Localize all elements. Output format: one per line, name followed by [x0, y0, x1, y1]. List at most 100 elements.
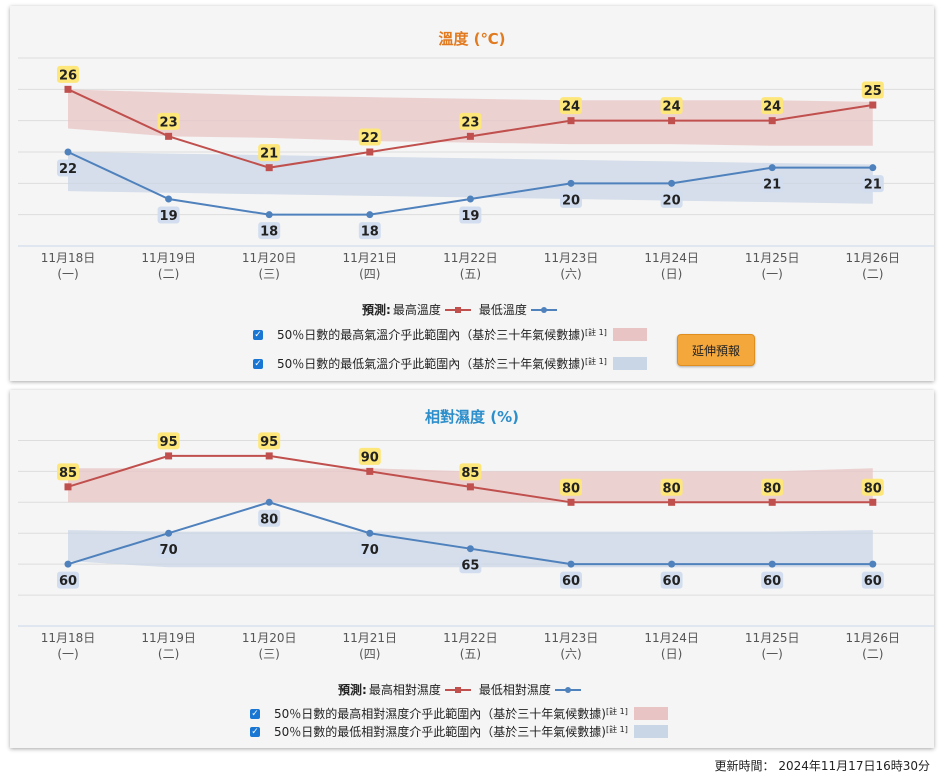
x-tick-label: 11月18日 — [41, 251, 96, 265]
update-time-label: 更新時間： — [714, 759, 775, 773]
min-point — [768, 164, 776, 172]
temperature-chart: 26 23 21 22 23 24 24 24 25 22 19 18 18 19 20 20 21 21 11月1… — [18, 57, 934, 281]
min-point — [466, 545, 474, 553]
data-label-box — [57, 65, 79, 83]
temp-min-band-label: 50％日數的最低氣溫介乎此範圍內（基於三十年氣候數據) — [277, 357, 585, 371]
note-1-link[interactable]: [註 1] — [605, 707, 628, 716]
temp-max-band-toggle[interactable]: ✓ 50％日數的最高氣溫介乎此範圍內（基於三十年氣候數據) [註 1] — [253, 326, 647, 343]
min-data-label: 19 — [160, 209, 178, 224]
max-data-label: 23 — [160, 115, 178, 130]
max-point — [64, 483, 72, 491]
max-point — [165, 132, 173, 140]
x-tick-weekday: (一) — [762, 647, 783, 661]
max-data-label: 95 — [160, 435, 178, 450]
legend-forecast-label: 預測: — [338, 683, 367, 697]
checkbox-checked-icon[interactable]: ✓ — [253, 358, 263, 369]
temp-max-band-swatch — [612, 328, 647, 341]
min-data-label: 21 — [864, 178, 882, 193]
note-1-link[interactable]: [註 1] — [584, 357, 607, 366]
data-label-box — [157, 206, 180, 224]
max-data-label: 85 — [461, 466, 479, 481]
min-data-label: 60 — [864, 574, 882, 589]
checkbox-checked-icon[interactable]: ✓ — [250, 726, 260, 737]
max-data-label: 25 — [864, 84, 882, 99]
extended-forecast-button[interactable]: 延伸預報 — [677, 334, 755, 366]
temp-max-band-label: 50％日數的最高氣溫介乎此範圍內（基於三十年氣候數據) — [277, 328, 585, 342]
checkbox-checked-icon[interactable]: ✓ — [250, 708, 260, 719]
max-point — [668, 117, 676, 125]
max-data-label: 85 — [59, 466, 77, 481]
max-point — [668, 498, 676, 506]
x-tick-label: 11月20日 — [242, 631, 297, 645]
data-label-box — [459, 463, 482, 481]
note-1-link[interactable]: [註 1] — [605, 725, 628, 734]
min-data-label: 22 — [59, 162, 77, 177]
legend-max-marker-icon — [444, 685, 471, 695]
data-label-box — [660, 190, 683, 208]
data-label-box — [660, 478, 683, 496]
hum-min-band-swatch — [633, 725, 668, 738]
data-label-box — [861, 81, 884, 99]
min-point — [869, 164, 877, 172]
max-data-label: 95 — [260, 435, 278, 450]
humidity-legend: 預測: 最高相對濕度 最低相對濕度 — [338, 681, 589, 698]
data-label-box — [358, 540, 381, 558]
min-point — [165, 195, 173, 203]
x-tick-weekday: (六) — [560, 267, 581, 281]
data-label-box — [157, 432, 180, 450]
x-tick-weekday: (四) — [359, 647, 380, 661]
temp-min-band-swatch — [612, 357, 647, 370]
hum-min-band-toggle[interactable]: ✓ 50％日數的最低相對濕度介乎此範圍內（基於三十年氣候數據) [註 1] — [250, 723, 668, 740]
min-point — [165, 529, 173, 537]
x-tick-weekday: (五) — [460, 267, 481, 281]
x-tick-label: 11月22日 — [443, 631, 498, 645]
max-data-label: 22 — [361, 131, 379, 146]
x-tick-label: 11月26日 — [846, 631, 901, 645]
x-tick-label: 11月23日 — [544, 631, 599, 645]
x-tick-weekday: (三) — [259, 267, 280, 281]
max-data-label: 26 — [59, 68, 77, 83]
data-label-box — [761, 571, 784, 589]
data-label-box — [761, 97, 784, 115]
data-label-box — [358, 447, 381, 465]
legend-hum-min-label: 最低相對濕度 — [478, 683, 551, 697]
x-tick-weekday: (一) — [57, 267, 78, 281]
min-data-label: 21 — [763, 178, 781, 193]
hum-max-band-toggle[interactable]: ✓ 50％日數的最高相對濕度介乎此範圍內（基於三十年氣候數據) [註 1] — [250, 705, 668, 722]
update-time-value: 2024年11月17日16時30分 — [778, 759, 930, 773]
max-point — [466, 483, 474, 491]
x-tick-label: 11月21日 — [343, 631, 398, 645]
max-point — [165, 452, 173, 460]
min-data-label: 20 — [562, 193, 580, 208]
x-tick-label: 11月24日 — [644, 251, 699, 265]
data-label-box — [660, 571, 683, 589]
data-label-box — [660, 97, 683, 115]
min-data-label: 19 — [461, 209, 479, 224]
temperature-legend: 預測: 最高溫度 最低溫度 — [362, 301, 565, 318]
data-label-box — [57, 463, 79, 481]
temperature-chart-title: 溫度 (℃) — [438, 30, 506, 48]
min-point — [768, 560, 776, 568]
max-point — [265, 164, 273, 172]
max-data-label: 80 — [562, 481, 580, 496]
hum-max-band-label: 50％日數的最高相對濕度介乎此範圍內（基於三十年氣候數據) — [274, 707, 606, 721]
max-point — [567, 498, 575, 506]
min-point — [64, 560, 72, 568]
max-data-label: 80 — [763, 481, 781, 496]
min-point — [366, 211, 374, 219]
temp-min-band-toggle[interactable]: ✓ 50％日數的最低氣溫介乎此範圍內（基於三十年氣候數據) [註 1] — [253, 355, 647, 372]
min-point — [567, 179, 575, 187]
min-point — [668, 560, 676, 568]
note-1-link[interactable]: [註 1] — [584, 328, 607, 337]
min-data-label: 60 — [663, 574, 681, 589]
data-label-box — [560, 478, 582, 496]
x-tick-label: 11月25日 — [745, 631, 800, 645]
max-data-label: 24 — [763, 100, 781, 115]
data-label-box — [459, 112, 482, 130]
min-data-label: 80 — [260, 512, 278, 527]
x-tick-label: 11月22日 — [443, 251, 498, 265]
min-data-label: 20 — [663, 193, 681, 208]
legend-hum-max-label: 最高相對濕度 — [368, 683, 441, 697]
checkbox-checked-icon[interactable]: ✓ — [253, 329, 263, 340]
max-point — [466, 132, 474, 140]
